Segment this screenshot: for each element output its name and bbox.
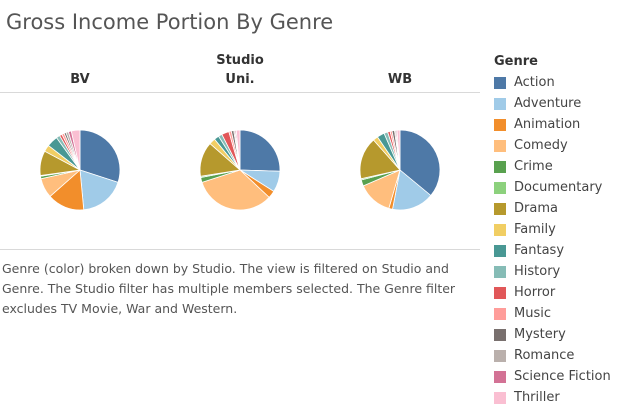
legend-item[interactable]: Comedy xyxy=(494,135,630,156)
legend-label: Music xyxy=(514,306,551,321)
legend-swatch xyxy=(494,286,506,299)
legend-swatch xyxy=(494,265,506,278)
pie-slice-comedy[interactable] xyxy=(201,169,270,211)
legend-swatch xyxy=(494,139,506,152)
legend-label: Horror xyxy=(514,285,556,300)
legend-swatch xyxy=(494,370,506,383)
pie-uni[interactable] xyxy=(199,129,281,211)
pie-charts xyxy=(39,129,441,211)
pie-slice-drama[interactable] xyxy=(359,139,401,180)
pie-bv[interactable] xyxy=(39,129,121,211)
studio-field-label: Studio xyxy=(216,53,264,68)
legend-swatch xyxy=(494,118,506,131)
legend-item[interactable]: Drama xyxy=(494,198,630,219)
legend-swatch xyxy=(494,391,506,404)
legend-item[interactable]: Horror xyxy=(494,282,630,303)
legend-label: History xyxy=(514,264,561,279)
legend-label: Adventure xyxy=(514,96,582,111)
studio-header: Studio BV Uni. WB xyxy=(0,52,480,93)
legend-label: Fantasy xyxy=(514,243,565,258)
legend-item[interactable]: Documentary xyxy=(494,177,630,198)
legend-item[interactable]: History xyxy=(494,261,630,282)
legend-label: Mystery xyxy=(514,327,566,342)
legend-item[interactable]: Science Fiction xyxy=(494,366,630,387)
legend-item[interactable]: Music xyxy=(494,303,630,324)
legend-label: Drama xyxy=(514,201,558,216)
legend-swatch xyxy=(494,181,506,194)
legend-swatch xyxy=(494,328,506,341)
pie-slice-action[interactable] xyxy=(239,129,281,172)
legend-swatch xyxy=(494,244,506,257)
legend-item[interactable]: Fantasy xyxy=(494,240,630,261)
legend-swatch xyxy=(494,202,506,215)
legend-label: Action xyxy=(514,75,555,90)
legend-swatch xyxy=(494,223,506,236)
chart-caption: Genre (color) broken down by Studio. The… xyxy=(2,261,456,316)
legend-swatch xyxy=(494,349,506,362)
studio-column-uni: Uni. xyxy=(225,72,255,87)
pie-slice-adventure[interactable] xyxy=(392,169,432,211)
legend-label: Comedy xyxy=(514,138,568,153)
pie-slice-action[interactable] xyxy=(79,129,121,183)
pie-area xyxy=(0,92,480,249)
legend-swatch xyxy=(494,97,506,110)
legend-swatch xyxy=(494,160,506,173)
legend-item[interactable]: Mystery xyxy=(494,324,630,345)
studio-column-wb: WB xyxy=(387,72,413,87)
legend-swatch xyxy=(494,76,506,89)
legend-item[interactable]: Romance xyxy=(494,345,630,366)
legend-item[interactable]: Crime xyxy=(494,156,630,177)
legend-swatch xyxy=(494,307,506,320)
chart-title: Gross Income Portion By Genre xyxy=(6,10,334,34)
legend-item[interactable]: Animation xyxy=(494,114,630,135)
pie-slice-thriller[interactable] xyxy=(70,129,81,171)
legend-label: Crime xyxy=(514,159,553,174)
pie-slice-adventure[interactable] xyxy=(79,169,119,211)
legend-label: Science Fiction xyxy=(514,369,611,384)
pie-wb[interactable] xyxy=(359,129,441,211)
legend-items: Action Adventure Animation Comedy Crime Docum… xyxy=(494,72,630,408)
legend-label: Documentary xyxy=(514,180,603,195)
studio-column-bv: BV xyxy=(70,72,90,87)
pie-slice-thriller[interactable] xyxy=(396,129,401,171)
legend-item[interactable]: Thriller xyxy=(494,387,630,408)
caption-divider xyxy=(0,249,480,250)
legend-label: Animation xyxy=(514,117,581,132)
legend-label: Romance xyxy=(514,348,575,363)
legend-item[interactable]: Family xyxy=(494,219,630,240)
legend-label: Thriller xyxy=(514,390,560,405)
pie-slice-thriller[interactable] xyxy=(235,129,241,171)
legend[interactable]: Genre Action Adventure Animation Comedy Crim… xyxy=(494,54,630,408)
legend-label: Family xyxy=(514,222,556,237)
legend-item[interactable]: Adventure xyxy=(494,93,630,114)
pie-slice-action[interactable] xyxy=(399,129,441,197)
legend-title: Genre xyxy=(494,54,538,69)
legend-item[interactable]: Action xyxy=(494,72,630,93)
